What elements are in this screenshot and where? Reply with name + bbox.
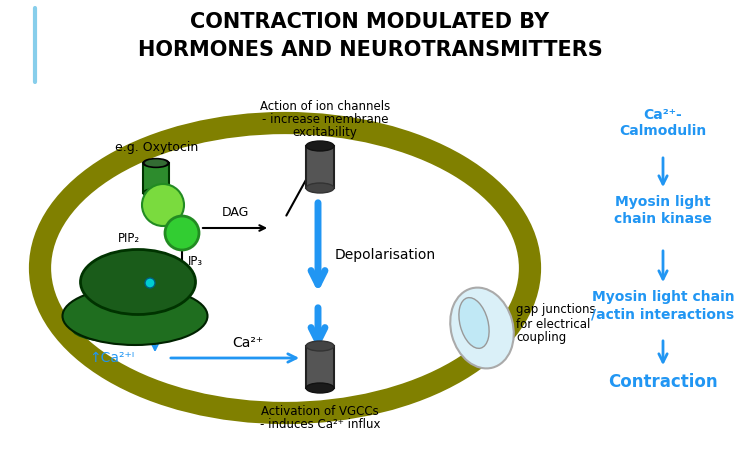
Text: /actin interactions: /actin interactions — [591, 307, 734, 321]
Text: excitability: excitability — [292, 126, 357, 139]
Ellipse shape — [459, 298, 489, 348]
Text: PIP₂: PIP₂ — [118, 231, 140, 244]
Text: chain kinase: chain kinase — [614, 212, 712, 226]
Text: e.g. Oxytocin: e.g. Oxytocin — [115, 142, 199, 155]
Text: PLC: PLC — [170, 228, 193, 238]
Ellipse shape — [143, 189, 169, 198]
Ellipse shape — [306, 341, 334, 351]
Text: Activation of VGCCs: Activation of VGCCs — [261, 405, 379, 418]
Text: coupling: coupling — [516, 331, 566, 345]
Text: Ca²⁺: Ca²⁺ — [114, 304, 156, 322]
FancyBboxPatch shape — [143, 163, 169, 193]
Text: - induces Ca²⁺ influx: - induces Ca²⁺ influx — [260, 418, 380, 431]
Text: Calmodulin: Calmodulin — [619, 124, 706, 138]
Ellipse shape — [306, 141, 334, 151]
Circle shape — [142, 184, 184, 226]
Ellipse shape — [143, 158, 169, 167]
FancyBboxPatch shape — [306, 146, 334, 188]
Text: Contraction: Contraction — [608, 373, 718, 391]
Text: Myosin light chain: Myosin light chain — [592, 290, 734, 304]
Circle shape — [165, 216, 199, 250]
Text: SR: SR — [80, 272, 95, 285]
Ellipse shape — [306, 383, 334, 393]
Text: Depolarisation: Depolarisation — [335, 248, 436, 262]
Text: Gαq/11: Gαq/11 — [146, 201, 179, 210]
Text: IP₃: IP₃ — [188, 255, 203, 268]
Text: Action of ion channels: Action of ion channels — [260, 100, 390, 113]
Text: gap junctions: gap junctions — [516, 304, 596, 317]
Ellipse shape — [145, 160, 167, 166]
Ellipse shape — [72, 316, 192, 344]
Text: ↑Ca²⁺ᴵ: ↑Ca²⁺ᴵ — [89, 351, 134, 365]
Text: Myosin light: Myosin light — [615, 195, 711, 209]
Text: DAG: DAG — [221, 207, 249, 220]
Ellipse shape — [306, 183, 334, 193]
FancyBboxPatch shape — [306, 346, 334, 388]
Text: Ca²⁺-: Ca²⁺- — [644, 108, 683, 122]
Circle shape — [145, 278, 155, 288]
Text: for electrical: for electrical — [516, 318, 590, 331]
Ellipse shape — [450, 288, 514, 368]
Ellipse shape — [63, 287, 207, 345]
Text: Ca²⁺: Ca²⁺ — [232, 336, 263, 350]
Ellipse shape — [80, 249, 196, 314]
Text: HORMONES AND NEUROTRANSMITTERS: HORMONES AND NEUROTRANSMITTERS — [137, 40, 602, 60]
Text: CONTRACTION MODULATED BY: CONTRACTION MODULATED BY — [190, 12, 550, 32]
Text: - increase membrane: - increase membrane — [262, 113, 388, 126]
